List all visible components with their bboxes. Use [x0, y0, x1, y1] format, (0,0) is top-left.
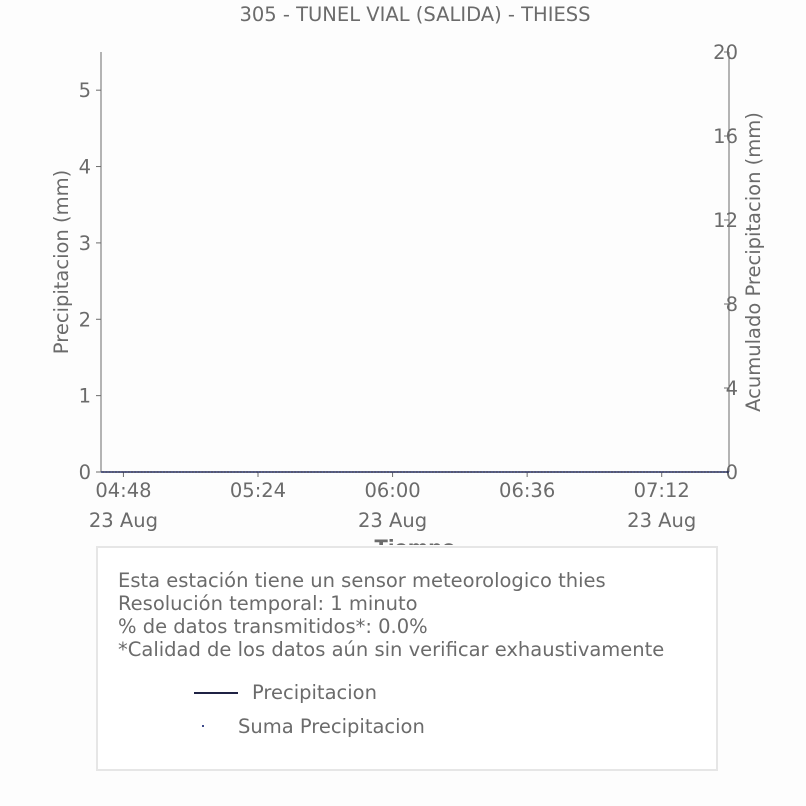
- x-tick-date-label: 23 Aug: [627, 509, 696, 532]
- x-tick-label: 07:12: [634, 479, 690, 502]
- station-info-box: Esta estación tiene un sensor meteorolog…: [96, 546, 718, 771]
- y-tick-label: 5: [79, 79, 91, 102]
- x-axis-label: Tiempo: [375, 536, 456, 545]
- y2-tick-label: 8: [726, 293, 738, 316]
- y-tick-label: 2: [79, 308, 91, 331]
- y-tick-label: 4: [79, 156, 91, 179]
- y2-tick-label: 0: [726, 461, 738, 484]
- info-line-resolution: Resolución temporal: 1 minuto: [118, 592, 418, 615]
- x-tick-date-label: 23 Aug: [358, 509, 427, 532]
- x-tick-label: 06:36: [499, 479, 555, 502]
- y2-axis-label: Acumulado Precipitacion (mm): [742, 112, 765, 412]
- y2-tick-label: 4: [726, 377, 738, 400]
- legend-label-precipitacion: Precipitacion: [252, 681, 377, 704]
- legend-dot-swatch: [202, 725, 204, 727]
- x-tick-date-label: 23 Aug: [89, 509, 158, 532]
- legend-label-suma: Suma Precipitacion: [238, 715, 425, 738]
- y2-tick-label: 20: [713, 41, 738, 64]
- y-tick-label: 1: [79, 385, 91, 408]
- legend-line-swatch: [194, 692, 238, 694]
- x-tick-label: 06:00: [364, 479, 420, 502]
- y2-tick-label: 12: [713, 209, 738, 232]
- precipitation-chart: 305 - TUNEL VIAL (SALIDA) - THIESS 01234…: [50, 3, 765, 545]
- x-tick-label: 04:48: [95, 479, 151, 502]
- info-line-transmitted: % de datos transmitidos*: 0.0%: [118, 615, 428, 638]
- info-line-sensor: Esta estación tiene un sensor meteorolog…: [118, 569, 606, 592]
- x-tick-label: 05:24: [230, 479, 286, 502]
- y-tick-label: 0: [79, 461, 91, 484]
- chart-title: 305 - TUNEL VIAL (SALIDA) - THIESS: [239, 3, 590, 26]
- info-line-quality: *Calidad de los datos aún sin verificar …: [118, 638, 665, 661]
- y-tick-label: 3: [79, 232, 91, 255]
- y-axis-label: Precipitacion (mm): [50, 170, 73, 354]
- y2-tick-label: 16: [713, 125, 738, 148]
